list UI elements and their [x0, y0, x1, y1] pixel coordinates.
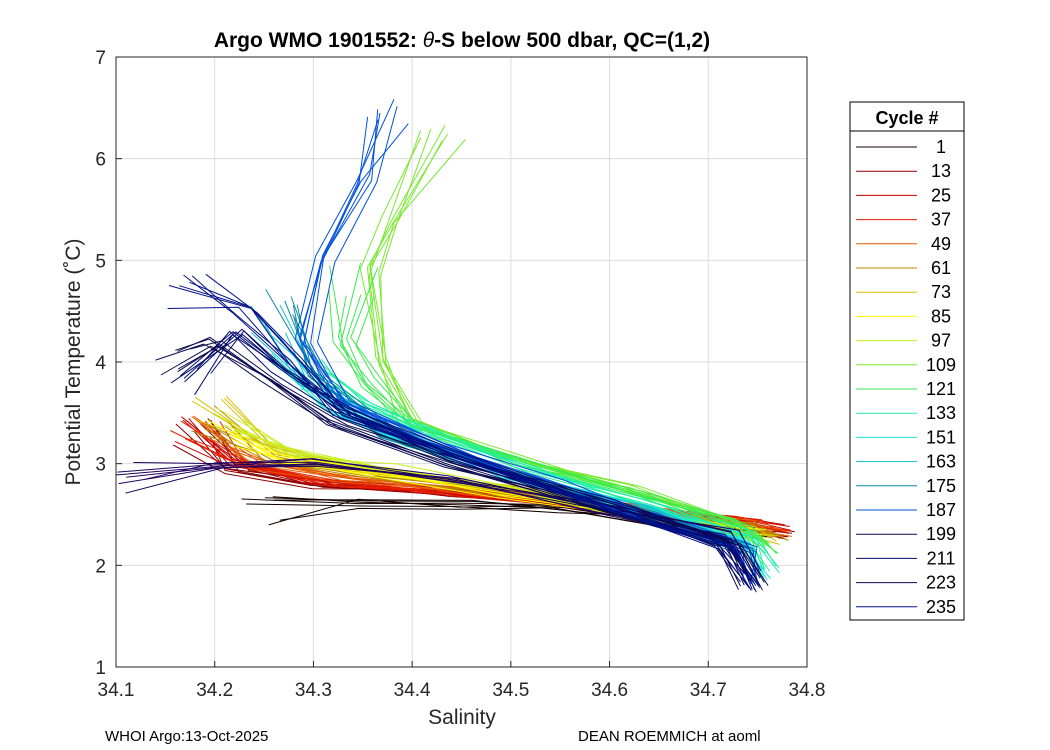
legend-label-187: 187 [926, 500, 956, 520]
series-line-cycle-211 [183, 331, 755, 584]
series-line-cycle-223 [189, 340, 765, 583]
grid-lines [115, 56, 808, 668]
legend-label-1: 1 [936, 137, 946, 157]
series-line-cycle-223 [177, 345, 769, 586]
series-line-cycle-235 [205, 273, 757, 593]
axis-ticks: 34.1 34.2 34.3 34.4 34.5 34.6 34.7 34.8 1 2 3 4 5 6 7 [95, 48, 825, 701]
legend-title: Cycle # [875, 108, 938, 128]
legend-label-121: 121 [926, 379, 956, 399]
legend-label-25: 25 [931, 185, 951, 205]
legend-label-151: 151 [926, 427, 956, 447]
legend-label-97: 97 [931, 331, 951, 351]
series-line-cycle-109 [378, 139, 771, 544]
x-tick-label: 34.3 [295, 680, 332, 701]
x-tick-label: 34.7 [690, 680, 727, 701]
series-line-cycle-235 [189, 281, 757, 587]
series-line-cycle-223 [177, 336, 751, 582]
y-tick-label: 2 [95, 556, 106, 577]
y-tick-label: 1 [95, 658, 106, 679]
x-tick-label: 34.6 [591, 680, 628, 701]
series-line-cycle-133 [312, 379, 771, 572]
y-tick-label: 7 [95, 48, 106, 69]
series-line-cycle-223 [155, 343, 748, 585]
x-tick-label: 34.1 [98, 680, 135, 701]
legend-label-109: 109 [926, 355, 956, 375]
legend-label-223: 223 [926, 573, 956, 593]
legend-entries: 1 13 25 37 49 61 73 85 97 109 121 133 151 163 175 187 19… [856, 137, 956, 617]
legend-label-73: 73 [931, 282, 951, 302]
legend-label-133: 133 [926, 403, 956, 423]
chart-title: Argo WMO 1901552: θ-S below 500 dbar, QC… [214, 29, 710, 52]
legend-label-85: 85 [931, 306, 951, 326]
series-line-cycle-235 [191, 275, 749, 587]
legend-label-163: 163 [926, 452, 956, 472]
y-tick-label: 6 [95, 150, 106, 171]
series-line-cycle-235 [183, 274, 750, 589]
x-axis-label: Salinity [428, 706, 496, 729]
series-line-cycle-235 [179, 285, 760, 587]
x-tick-label: 34.8 [789, 680, 826, 701]
legend-label-175: 175 [926, 476, 956, 496]
footer-right: DEAN ROEMMICH at aoml [578, 728, 761, 745]
legend-label-49: 49 [931, 234, 951, 254]
series-line-cycle-223 [175, 338, 741, 583]
y-tick-label: 3 [95, 455, 106, 476]
legend-label-211: 211 [927, 548, 956, 568]
series-line-cycle-133 [315, 372, 765, 572]
y-tick-label: 4 [95, 353, 106, 374]
footer-left: WHOI Argo:13-Oct-2025 [105, 728, 268, 745]
legend-box [849, 101, 965, 621]
series-line-cycle-199 [125, 465, 762, 572]
legend-label-13: 13 [931, 161, 951, 181]
y-tick-label: 5 [95, 251, 106, 272]
legend: Cycle # 1 13 25 37 49 61 73 85 97 109 121 133 151 163… [849, 101, 965, 621]
series-line-cycle-235 [168, 285, 756, 591]
series-line-cycle-121 [350, 267, 778, 555]
series-lines [115, 99, 795, 593]
y-axis-label: Potential Temperature (˚C) [62, 238, 85, 485]
x-tick-label: 34.4 [394, 680, 431, 701]
x-tick-label: 34.5 [492, 680, 529, 701]
legend-label-61: 61 [931, 258, 951, 278]
legend-label-235: 235 [926, 597, 956, 617]
legend-label-199: 199 [926, 524, 956, 544]
x-tick-label: 34.2 [196, 680, 233, 701]
legend-label-37: 37 [931, 210, 951, 230]
